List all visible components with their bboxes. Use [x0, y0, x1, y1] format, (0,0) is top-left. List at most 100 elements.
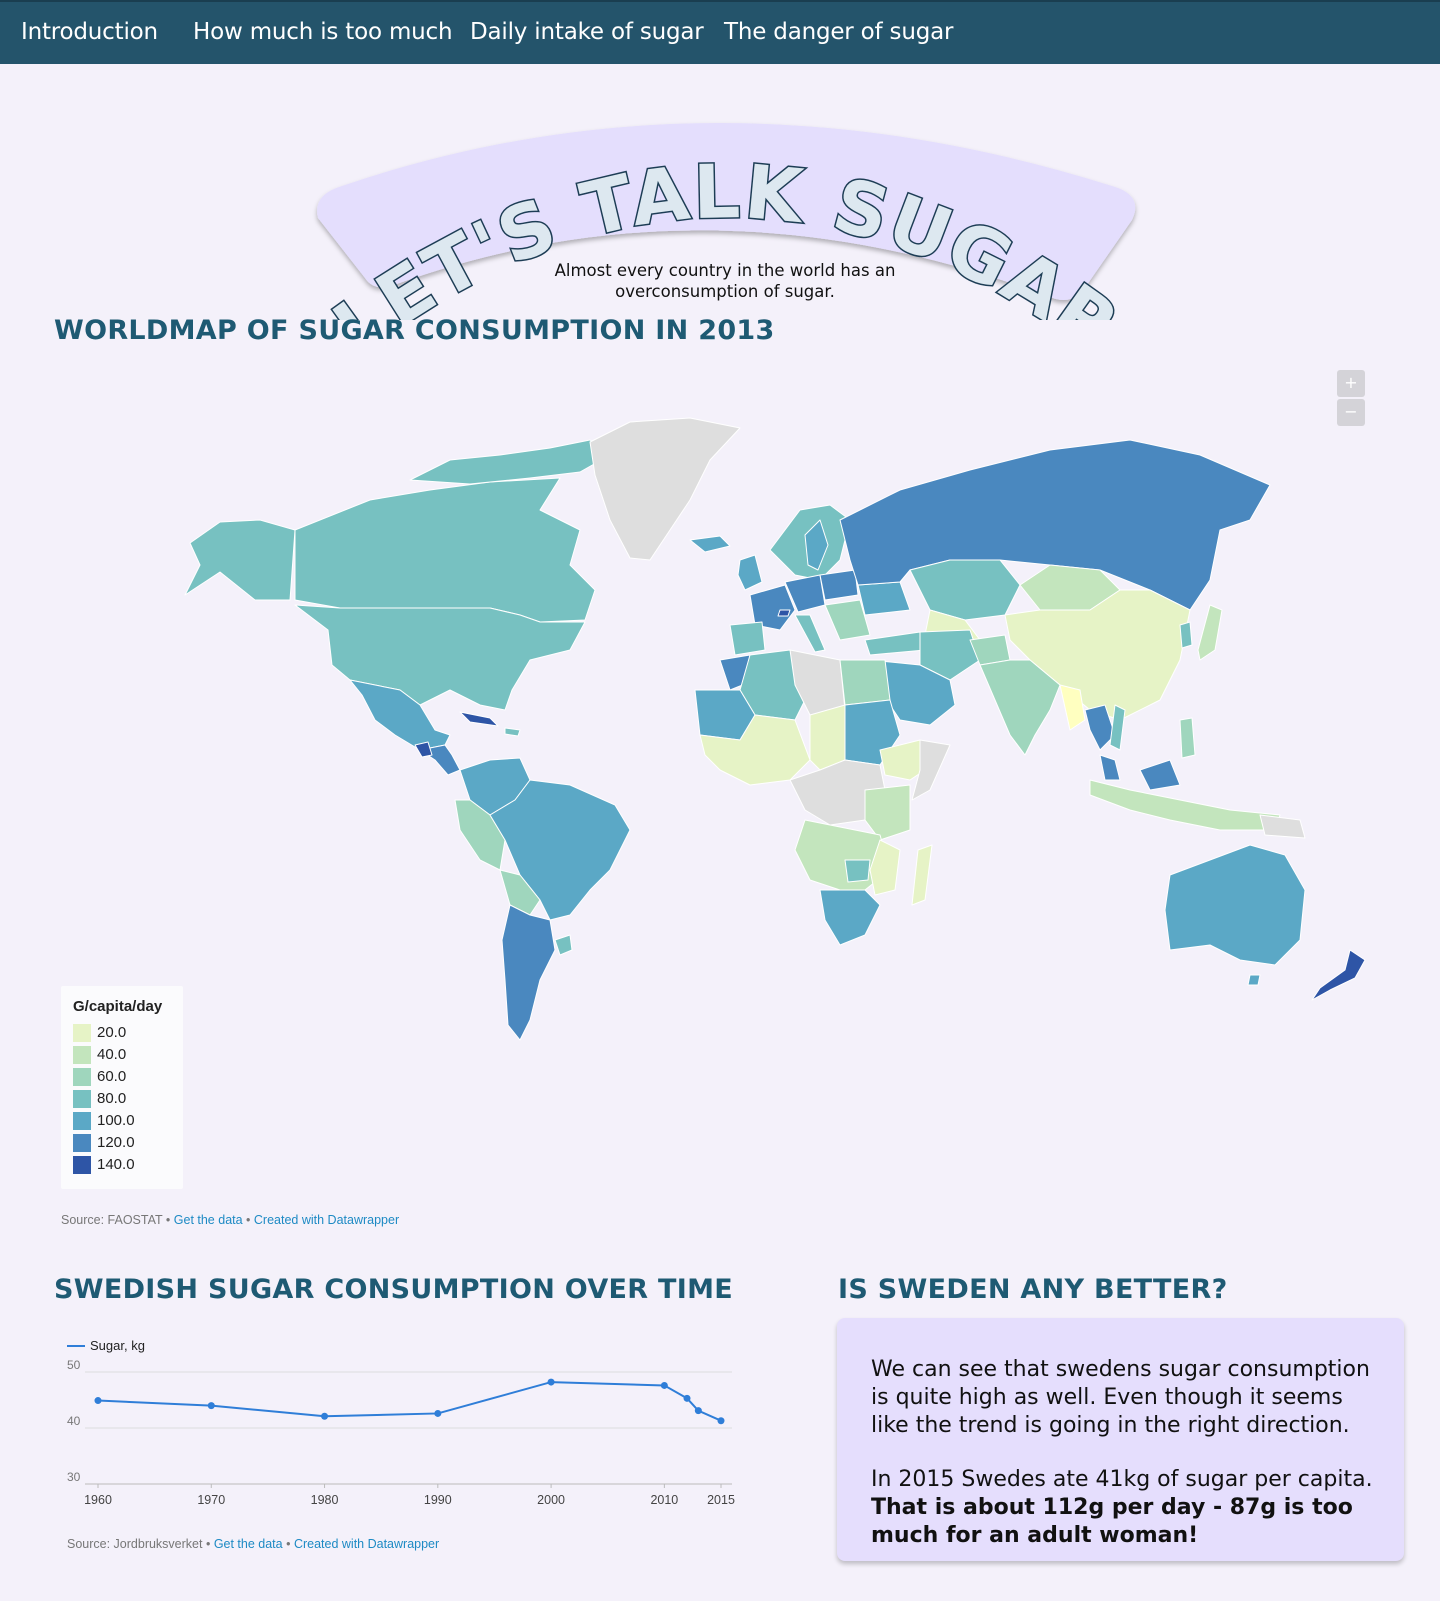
zoom-out-button[interactable]: − — [1337, 399, 1365, 426]
country-canada-islands — [409, 439, 611, 485]
zoom-in-button[interactable]: + — [1337, 370, 1365, 397]
nav-item-daily-intake[interactable]: Daily intake of sugar — [470, 19, 704, 45]
nav-item-how-much[interactable]: How much is too much — [193, 19, 453, 45]
country-philippines — [1179, 717, 1196, 759]
country-iran — [919, 629, 981, 681]
legend-label: 100.0 — [97, 1112, 135, 1129]
data-point[interactable] — [547, 1378, 555, 1386]
country-south-africa — [819, 889, 881, 946]
country-malaysia — [1099, 754, 1121, 781]
country-alaska — [184, 519, 296, 601]
legend-label: 40.0 — [97, 1046, 127, 1063]
country-italy — [794, 614, 826, 653]
hero-banner: LET'S TALK SUGAR — [312, 100, 1142, 320]
legend-label: 140.0 — [97, 1156, 135, 1173]
country-korea — [1179, 621, 1193, 649]
series-line — [97, 1381, 722, 1422]
legend-swatch — [73, 1112, 91, 1130]
y-tick-label: 50 — [67, 1358, 81, 1372]
country-borneo — [1139, 759, 1181, 791]
hero-banner-shape — [317, 123, 1136, 301]
country-uk — [737, 554, 763, 591]
map-datawrapper-link[interactable]: Created with Datawrapper — [253, 1213, 400, 1227]
country-png — [1259, 814, 1306, 839]
line-get-data-link[interactable]: Get the data — [213, 1537, 283, 1551]
data-point[interactable] — [660, 1381, 668, 1389]
sweden-paragraph-2-bold: That is about 112g per day - 87g is too … — [871, 1495, 1353, 1548]
country-poland — [819, 569, 859, 601]
country-thailand — [1084, 704, 1116, 751]
country-myanmar — [1059, 684, 1086, 731]
country-turkey — [864, 631, 926, 656]
line-datawrapper-link[interactable]: Created with Datawrapper — [293, 1537, 440, 1551]
sweden-paragraph-1: We can see that swedens sugar consumptio… — [871, 1357, 1370, 1438]
legend-series-name: Sugar, kg — [90, 1338, 145, 1353]
map-legend: G/capita/day 20.0 40.0 60.0 80.0 100.0 1… — [61, 986, 183, 1189]
x-tick-label: 1980 — [311, 1493, 339, 1507]
x-tick-label: 1960 — [84, 1493, 112, 1507]
country-zimbabwe — [844, 859, 871, 883]
nav-item-introduction[interactable]: Introduction — [21, 19, 158, 45]
country-kazakhstan — [909, 559, 1021, 621]
country-japan — [1197, 604, 1223, 661]
x-tick-label: 2010 — [650, 1493, 678, 1507]
x-tick-label: 2000 — [537, 1493, 565, 1507]
data-point[interactable] — [717, 1417, 725, 1425]
data-point[interactable] — [94, 1397, 102, 1405]
country-uruguay — [554, 934, 573, 956]
x-tick-label: 1990 — [424, 1493, 452, 1507]
swedish-line-chart: Sugar, kg 30 40 50 1960 1970 1980 1990 2000 201… — [60, 1330, 760, 1530]
line-source: Source: Jordbruksverket • Get the data •… — [67, 1537, 440, 1551]
legend-label: 60.0 — [97, 1068, 127, 1085]
y-tick-label: 40 — [67, 1414, 81, 1428]
country-egypt — [839, 659, 891, 706]
legend-swatch — [73, 1134, 91, 1152]
country-somalia — [911, 739, 951, 801]
y-tick-label: 30 — [67, 1470, 81, 1484]
country-chad — [809, 704, 846, 771]
country-switzerland — [777, 609, 791, 617]
world-map[interactable] — [50, 360, 1390, 1240]
sweden-info-box: We can see that swedens sugar consumptio… — [837, 1318, 1404, 1561]
country-canada — [294, 477, 596, 623]
legend-swatch — [73, 1046, 91, 1064]
country-argentina — [501, 904, 556, 1041]
country-guatemala — [414, 741, 433, 758]
country-australia — [1164, 844, 1306, 966]
country-sweden — [804, 519, 829, 571]
legend-item: 60.0 — [73, 1067, 173, 1086]
country-iberia — [729, 621, 766, 656]
country-greenland — [589, 417, 741, 561]
country-iceland — [689, 535, 731, 553]
legend-item: 20.0 — [73, 1023, 173, 1042]
top-navigation: Introduction How much is too much Daily … — [0, 0, 1440, 64]
legend-item: 120.0 — [73, 1133, 173, 1152]
country-new-zealand — [1311, 949, 1366, 1001]
nav-item-danger[interactable]: The danger of sugar — [724, 19, 954, 45]
country-west-africa — [699, 714, 811, 786]
country-caribbean — [504, 727, 521, 737]
country-madagascar — [911, 844, 933, 906]
legend-title: G/capita/day — [73, 998, 163, 1015]
data-point[interactable] — [207, 1402, 215, 1410]
sweden-better-title: IS SWEDEN ANY BETTER? — [838, 1274, 1228, 1305]
map-source: Source: FAOSTAT • Get the data • Created… — [61, 1213, 400, 1227]
country-tasmania — [1247, 974, 1261, 986]
sweden-paragraph-2-text: In 2015 Swedes ate 41kg of sugar per cap… — [871, 1467, 1373, 1492]
x-tick-label: 2015 — [707, 1493, 735, 1507]
legend-item: 100.0 — [73, 1111, 173, 1130]
data-point[interactable] — [321, 1412, 329, 1420]
country-east-africa — [864, 784, 911, 841]
legend-item: 80.0 — [73, 1089, 173, 1108]
legend-swatch — [73, 1090, 91, 1108]
legend-swatch — [73, 1024, 91, 1042]
map-get-data-link[interactable]: Get the data — [173, 1213, 243, 1227]
data-point[interactable] — [694, 1407, 702, 1415]
data-point[interactable] — [683, 1394, 691, 1402]
data-point[interactable] — [434, 1409, 442, 1417]
country-balkans — [824, 599, 871, 641]
legend-label: 120.0 — [97, 1134, 135, 1151]
legend-label: 80.0 — [97, 1090, 127, 1107]
country-ukraine — [857, 581, 911, 616]
legend-label: 20.0 — [97, 1024, 127, 1041]
